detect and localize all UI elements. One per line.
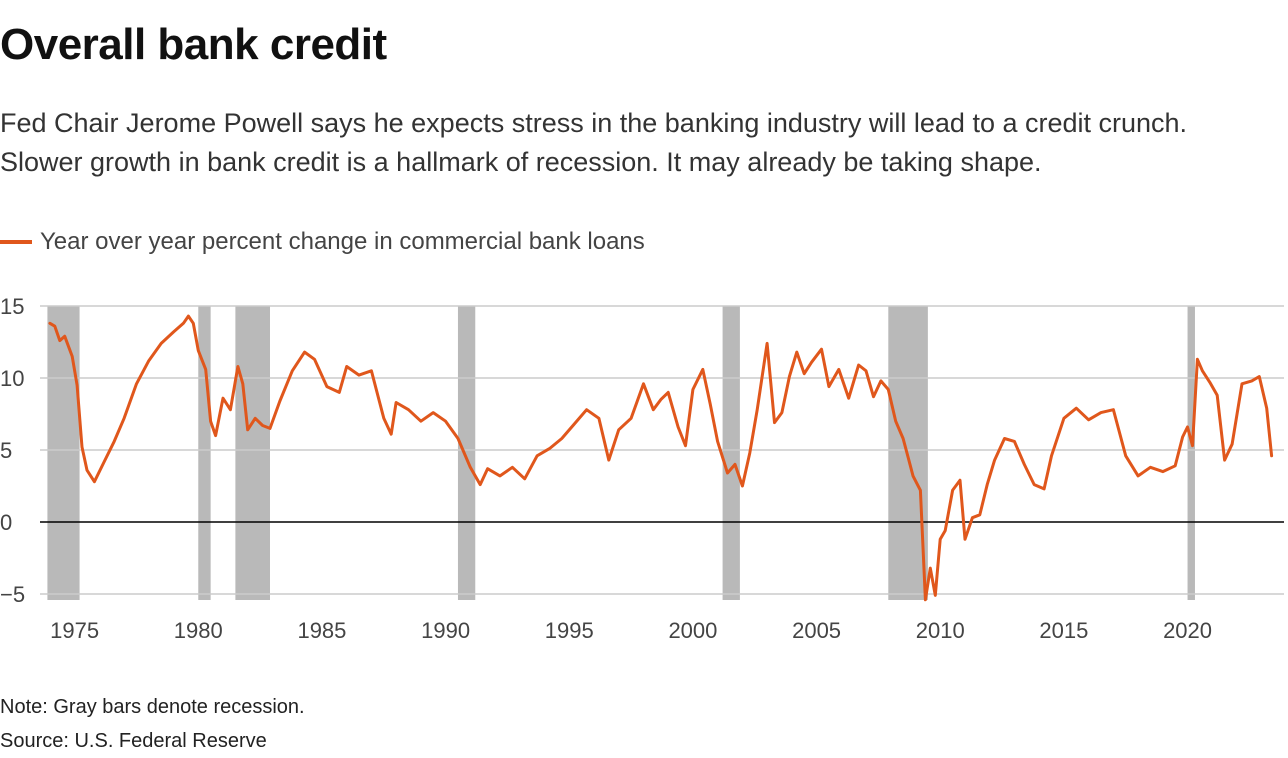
gridlines <box>40 305 1284 595</box>
recession-bar <box>1187 306 1195 600</box>
x-tick-label: 2020 <box>1163 618 1212 643</box>
chart-subtitle: Fed Chair Jerome Powell says he expects … <box>0 104 1288 182</box>
recession-bar <box>235 306 271 600</box>
legend-swatch <box>0 240 32 244</box>
x-tick-label: 1975 <box>50 618 99 643</box>
chart-legend: Year over year percent change in commerc… <box>0 226 645 258</box>
series <box>48 314 1274 602</box>
x-tick-label: 1985 <box>297 618 346 643</box>
recession-bar <box>198 306 211 600</box>
recession-bars <box>47 306 1195 600</box>
note-text: Note: Gray bars denote recession. <box>0 696 305 718</box>
x-tick-label: 2015 <box>1039 618 1088 643</box>
x-tick-label: 1990 <box>421 618 470 643</box>
x-tick-label: 2005 <box>792 618 841 643</box>
recession-bar <box>722 306 740 600</box>
subtitle-line-1: Fed Chair Jerome Powell says he expects … <box>0 108 1188 138</box>
y-tick-label: 15 <box>0 294 24 319</box>
y-tick-label: −5 <box>0 582 25 607</box>
series-line <box>48 314 1274 602</box>
subtitle-line-2: Slower growth in bank credit is a hallma… <box>0 147 1042 177</box>
x-tick-label: 2010 <box>916 618 965 643</box>
x-tick-label: 2000 <box>668 618 717 643</box>
x-tick-label: 1980 <box>174 618 223 643</box>
chart-footer: Note: Gray bars denote recession. Source… <box>0 690 305 758</box>
recession-bar <box>457 306 476 600</box>
y-tick-label: 0 <box>0 510 12 535</box>
chart-title: Overall bank credit <box>0 20 387 69</box>
x-axis: 1975 1980 1985 1990 1995 2000 2005 2010 2015 2020 <box>50 618 1212 643</box>
source-text: Source: U.S. Federal Reserve <box>0 730 267 752</box>
legend-label: Year over year percent change in commerc… <box>40 228 645 255</box>
x-tick-label: 1995 <box>545 618 594 643</box>
line-chart: 15 10 5 0 −5 1975 1980 1985 1990 1995 2000 2005 201… <box>0 294 1284 643</box>
y-axis: 15 10 5 0 −5 <box>0 294 25 607</box>
y-tick-label: 5 <box>0 438 12 463</box>
recession-bar <box>47 306 80 600</box>
y-tick-label: 10 <box>0 366 24 391</box>
